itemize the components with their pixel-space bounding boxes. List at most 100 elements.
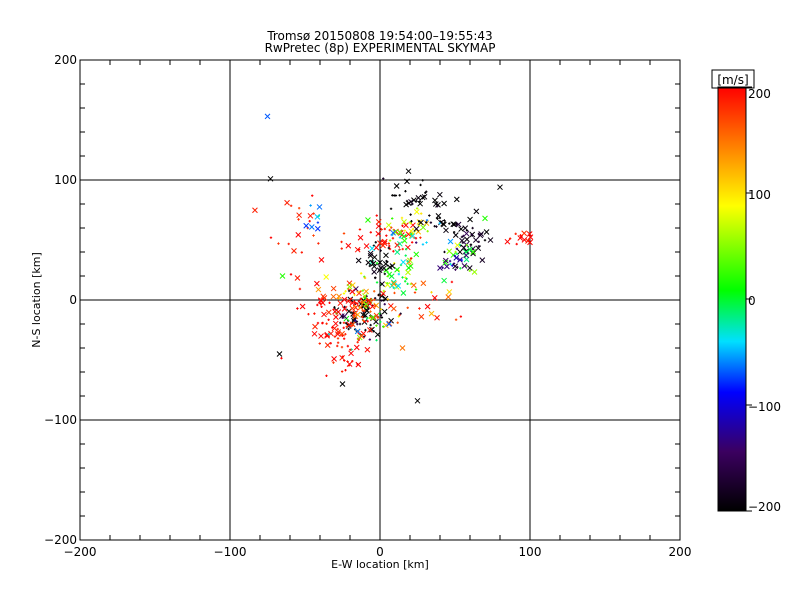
data-point [344,321,348,325]
data-point [424,303,431,310]
data-point [398,194,401,197]
data-point [454,268,457,271]
data-point [527,239,533,246]
data-point [314,280,320,287]
data-point [371,269,378,275]
data-point [362,335,366,338]
data-point [465,243,469,247]
y-tick-labels: −200 −100 0 100 200 [44,53,77,547]
data-point [368,316,371,320]
data-point [441,200,447,207]
data-point [398,236,402,239]
data-point [370,299,373,302]
data-point [388,228,391,232]
data-point [420,280,427,287]
data-point [418,313,425,320]
data-point [361,305,364,309]
data-point [318,342,321,345]
colorbar-ticks [746,86,752,512]
data-point [344,332,347,336]
data-point [373,298,376,301]
data-point [389,207,393,211]
data-point [344,368,347,372]
data-point [470,250,476,257]
data-point [432,197,438,204]
data-point [418,307,421,310]
data-point [379,308,383,311]
data-point [405,259,412,265]
data-point [279,273,286,279]
data-point [331,356,337,362]
colorbar-label-box [711,69,755,89]
data-point [325,374,328,377]
data-point [374,331,381,338]
data-point [414,288,418,291]
data-point [356,322,359,326]
data-point [477,240,480,244]
data-point [379,314,383,317]
data-point [458,226,464,232]
data-point [373,297,377,300]
data-point [388,317,394,324]
data-point [287,242,290,246]
data-point [342,232,346,235]
data-point [450,280,454,284]
data-points [252,113,534,404]
data-point [297,218,300,221]
data-point [363,309,366,313]
data-point [345,298,352,304]
data-point [397,272,401,276]
data-point [455,252,459,256]
data-point [357,299,361,303]
data-point [377,293,380,297]
data-point [399,345,406,351]
data-point [314,214,321,220]
data-point [393,291,396,295]
data-point [358,333,365,339]
data-point [435,213,442,219]
data-point [353,305,357,308]
data-point [409,257,413,260]
data-point [390,305,397,312]
data-point [461,262,468,269]
data-point [421,243,425,246]
data-point [504,238,511,245]
colorbar-gradient [717,86,747,512]
data-point [413,209,420,215]
data-point [413,291,417,294]
data-point [421,179,424,182]
data-point [378,312,381,315]
data-point [349,282,356,288]
data-point [410,241,414,244]
data-point [354,328,361,335]
data-point [356,290,360,294]
y-axis-label: N-S location [km] [30,252,43,348]
colorbar-tick-label: −200 [748,500,781,514]
data-point [371,261,374,264]
data-point [418,219,424,226]
data-point [349,288,356,295]
data-point [342,337,346,340]
data-point [388,244,391,248]
data-point [323,274,330,280]
data-point [382,289,385,293]
data-point [337,297,340,300]
data-point [325,309,332,316]
data-point [373,312,380,319]
data-point [403,222,409,229]
data-point [312,323,318,330]
data-point [391,194,394,197]
data-point [367,250,374,257]
x-tick-label: 100 [519,545,542,559]
data-point [341,315,344,318]
data-point [424,191,427,194]
data-point [349,348,352,351]
data-point [393,183,400,189]
data-point [462,225,469,231]
data-point [365,317,369,320]
data-point [373,276,377,280]
data-point [406,306,409,309]
data-point [340,345,344,349]
data-point [482,215,488,222]
data-point [356,341,359,344]
